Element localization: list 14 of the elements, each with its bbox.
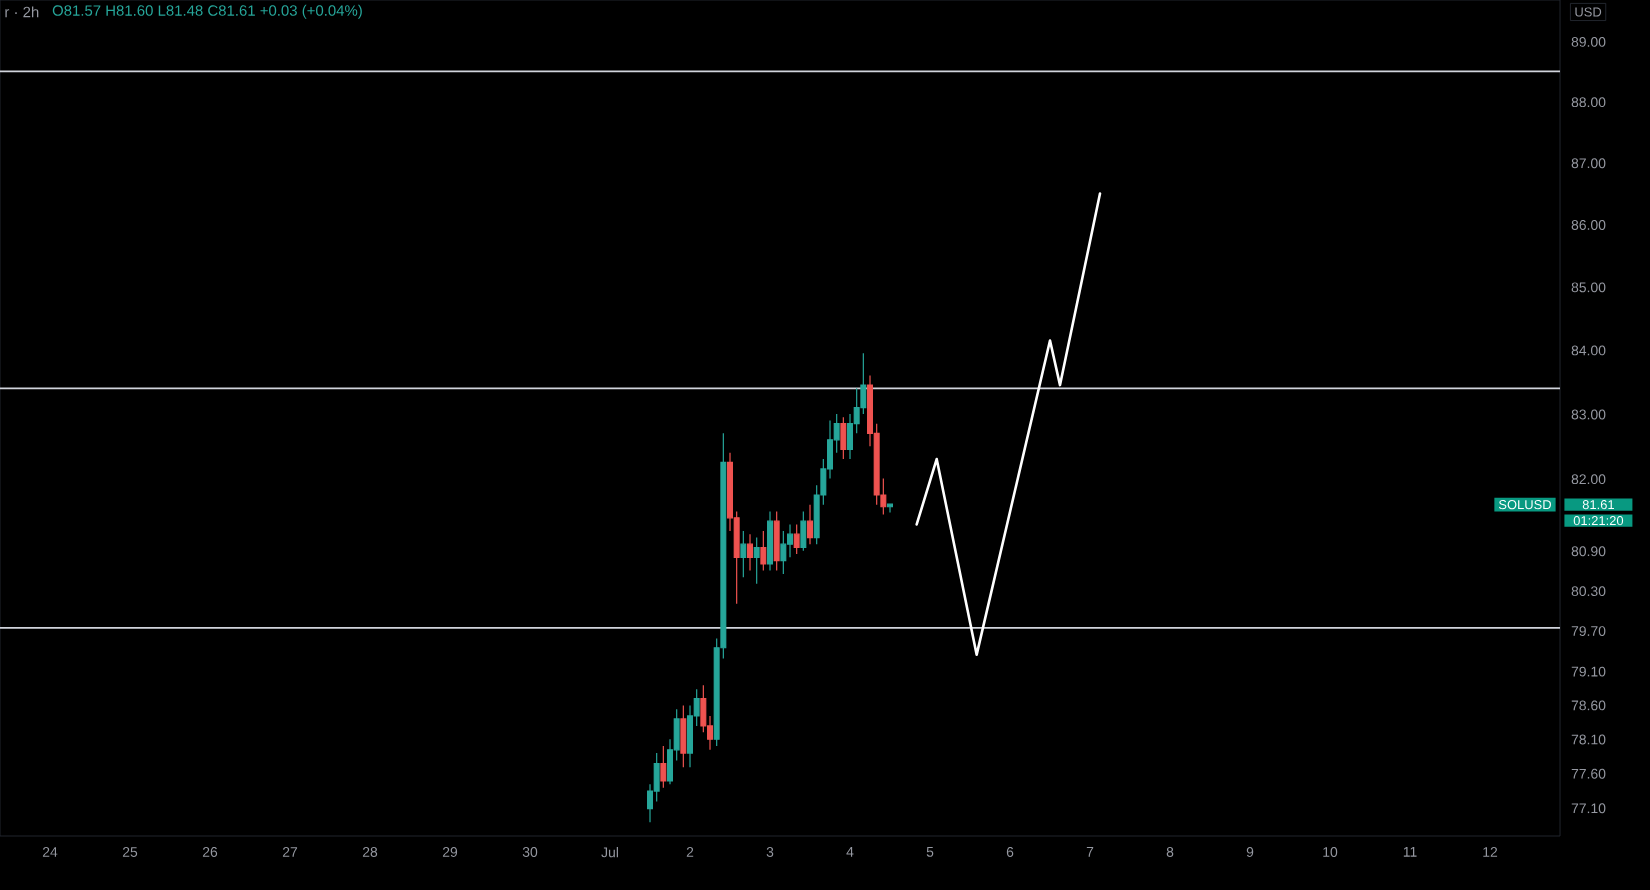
candlestick bbox=[740, 530, 747, 578]
candlestick bbox=[753, 536, 760, 585]
candlestick bbox=[747, 533, 754, 572]
candlestick bbox=[800, 510, 807, 552]
candlestick bbox=[807, 504, 814, 545]
candlestick bbox=[660, 745, 667, 789]
candlestick bbox=[760, 530, 767, 572]
candlestick bbox=[680, 704, 687, 768]
candlestick bbox=[780, 530, 787, 575]
candlestick bbox=[840, 416, 847, 460]
candlestick bbox=[793, 523, 800, 555]
candlestick bbox=[887, 502, 894, 514]
candlestick bbox=[767, 510, 774, 572]
candlestick bbox=[773, 510, 780, 572]
